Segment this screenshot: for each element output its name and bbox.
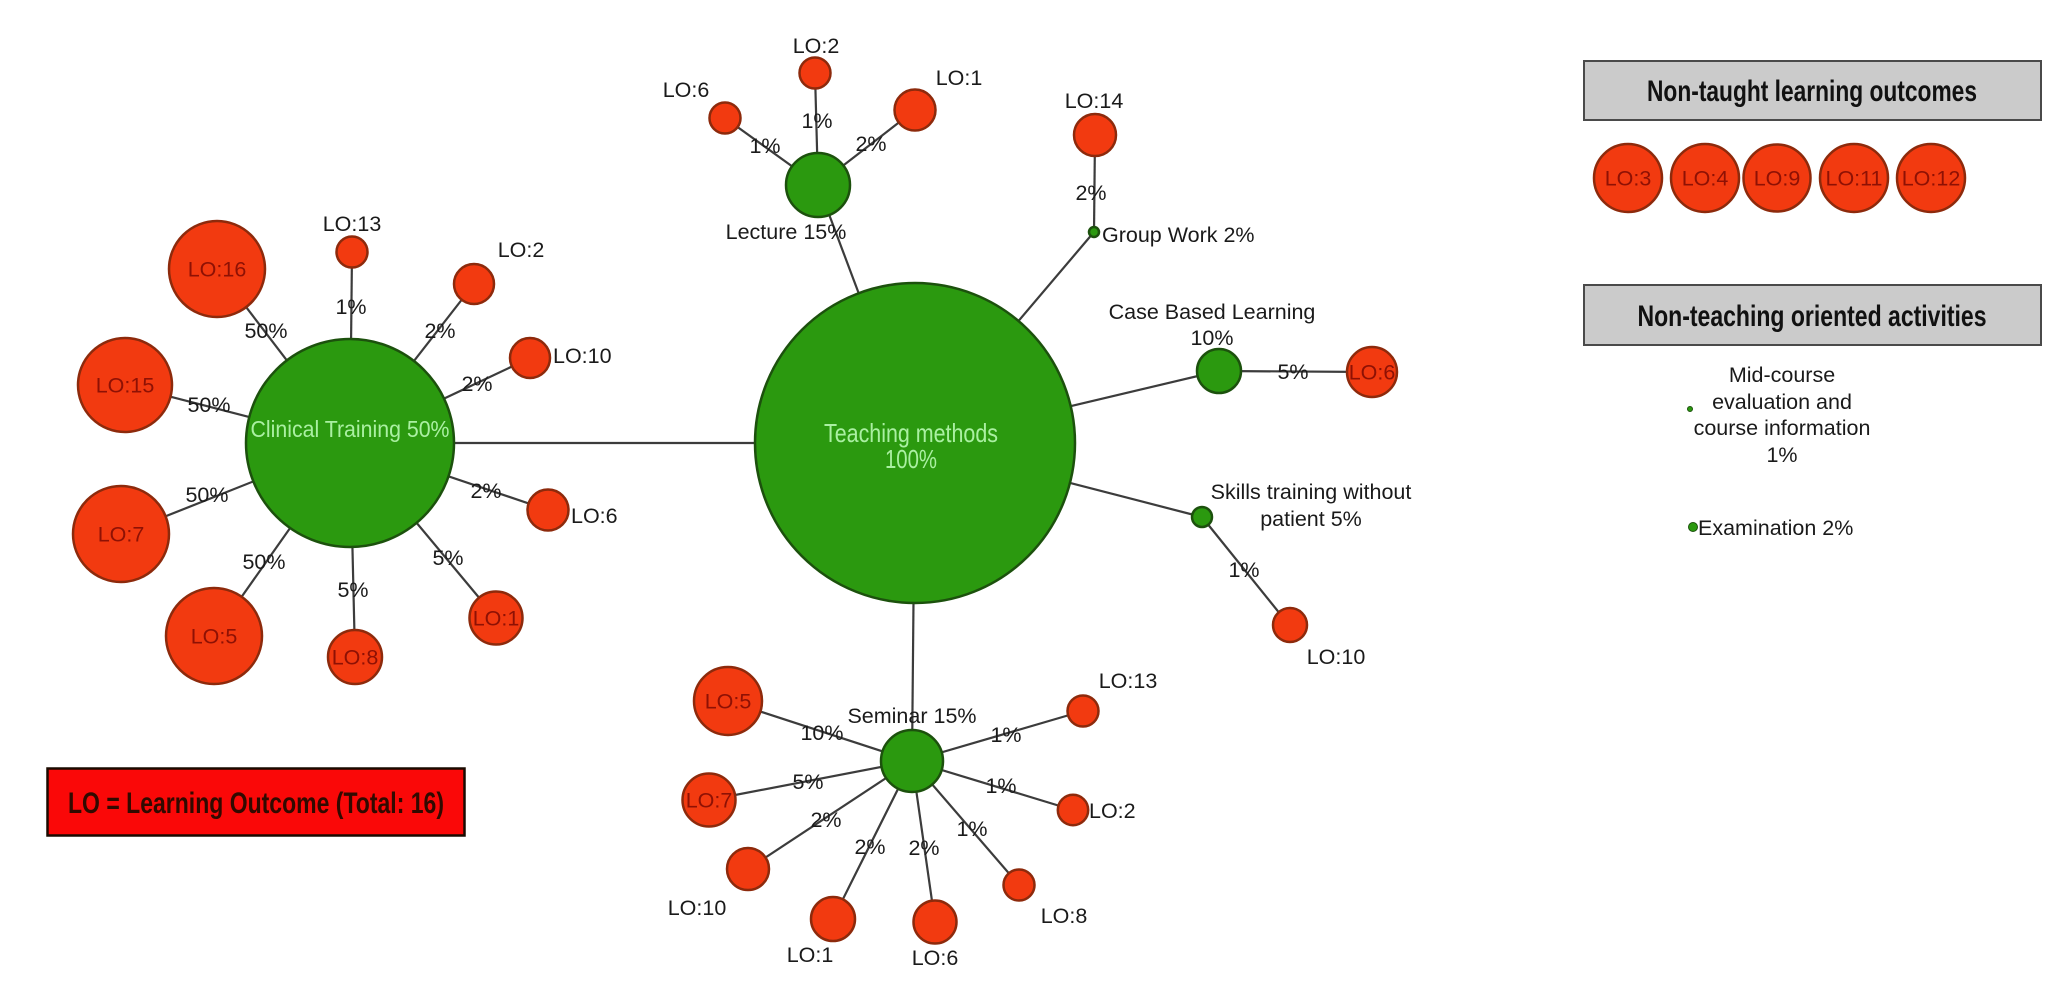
- svg-text:LO:2: LO:2: [1089, 799, 1136, 823]
- svg-text:1%: 1%: [1766, 443, 1797, 467]
- svg-text:LO:10: LO:10: [553, 344, 612, 368]
- svg-text:LO:16: LO:16: [188, 258, 247, 282]
- svg-text:LO:13: LO:13: [323, 212, 382, 236]
- svg-text:LO:3: LO:3: [1605, 167, 1652, 191]
- svg-text:2%: 2%: [810, 808, 841, 832]
- svg-text:50%: 50%: [244, 319, 287, 343]
- svg-text:Clinical Training 50%: Clinical Training 50%: [251, 416, 450, 442]
- svg-text:LO:8: LO:8: [1041, 904, 1088, 928]
- svg-text:1%: 1%: [956, 817, 987, 841]
- svg-text:LO:1: LO:1: [473, 607, 520, 631]
- svg-text:LO:2: LO:2: [498, 238, 545, 262]
- svg-text:1%: 1%: [335, 295, 366, 319]
- svg-text:LO:5: LO:5: [191, 625, 238, 649]
- svg-text:1%: 1%: [801, 109, 832, 133]
- svg-text:patient 5%: patient 5%: [1260, 507, 1362, 531]
- svg-text:50%: 50%: [242, 550, 285, 574]
- svg-text:100%: 100%: [885, 444, 937, 474]
- svg-text:1%: 1%: [1228, 558, 1259, 582]
- svg-text:Examination 2%: Examination 2%: [1698, 516, 1853, 540]
- svg-text:LO:10: LO:10: [668, 896, 727, 920]
- svg-text:5%: 5%: [792, 770, 823, 794]
- svg-text:Lecture 15%: Lecture 15%: [726, 220, 847, 244]
- svg-text:course information: course information: [1694, 416, 1871, 440]
- svg-text:2%: 2%: [908, 836, 939, 860]
- svg-text:LO:6: LO:6: [663, 78, 710, 102]
- svg-text:1%: 1%: [990, 723, 1021, 747]
- svg-text:2%: 2%: [461, 372, 492, 396]
- svg-text:LO:5: LO:5: [705, 690, 752, 714]
- svg-text:LO:6: LO:6: [912, 946, 959, 970]
- svg-text:Mid-course: Mid-course: [1729, 363, 1835, 387]
- svg-text:LO:6: LO:6: [1349, 361, 1396, 385]
- svg-text:2%: 2%: [1075, 181, 1106, 205]
- svg-text:Group Work 2%: Group Work 2%: [1102, 223, 1255, 247]
- svg-text:1%: 1%: [985, 774, 1016, 798]
- svg-text:50%: 50%: [187, 393, 230, 417]
- svg-text:5%: 5%: [337, 578, 368, 602]
- svg-text:5%: 5%: [432, 546, 463, 570]
- svg-text:LO:1: LO:1: [936, 66, 983, 90]
- svg-text:LO:11: LO:11: [1826, 167, 1883, 191]
- svg-text:2%: 2%: [855, 132, 886, 156]
- svg-text:10%: 10%: [1190, 326, 1233, 350]
- svg-text:Non-taught learning outcomes: Non-taught learning outcomes: [1647, 75, 1977, 108]
- svg-text:LO:1: LO:1: [787, 943, 834, 967]
- svg-text:LO:9: LO:9: [1754, 167, 1801, 191]
- svg-text:LO:8: LO:8: [332, 646, 379, 670]
- svg-text:LO:6: LO:6: [571, 504, 618, 528]
- svg-text:2%: 2%: [854, 835, 885, 859]
- svg-text:LO:2: LO:2: [793, 34, 840, 58]
- svg-text:LO:13: LO:13: [1099, 669, 1158, 693]
- svg-text:Skills training without: Skills training without: [1211, 480, 1412, 504]
- svg-text:2%: 2%: [424, 319, 455, 343]
- svg-text:LO:4: LO:4: [1682, 167, 1729, 191]
- svg-text:LO:7: LO:7: [686, 789, 733, 813]
- svg-text:5%: 5%: [1277, 360, 1308, 384]
- svg-text:LO = Learning Outcome (Total:: LO = Learning Outcome (Total: 16): [68, 787, 444, 820]
- svg-text:LO:12: LO:12: [1902, 167, 1961, 191]
- svg-text:50%: 50%: [185, 483, 228, 507]
- svg-text:LO:10: LO:10: [1307, 645, 1366, 669]
- svg-text:LO:7: LO:7: [98, 523, 145, 547]
- svg-text:LO:15: LO:15: [96, 374, 155, 398]
- svg-text:Non-teaching oriented activiti: Non-teaching oriented activities: [1638, 300, 1987, 333]
- svg-text:2%: 2%: [470, 479, 501, 503]
- svg-text:LO:14: LO:14: [1065, 89, 1124, 113]
- svg-text:Seminar 15%: Seminar 15%: [847, 704, 976, 728]
- svg-text:Teaching methods: Teaching methods: [824, 418, 998, 448]
- svg-text:1%: 1%: [749, 134, 780, 158]
- svg-text:Case Based Learning: Case Based Learning: [1109, 300, 1316, 324]
- svg-text:10%: 10%: [800, 721, 843, 745]
- svg-text:evaluation and: evaluation and: [1712, 390, 1852, 414]
